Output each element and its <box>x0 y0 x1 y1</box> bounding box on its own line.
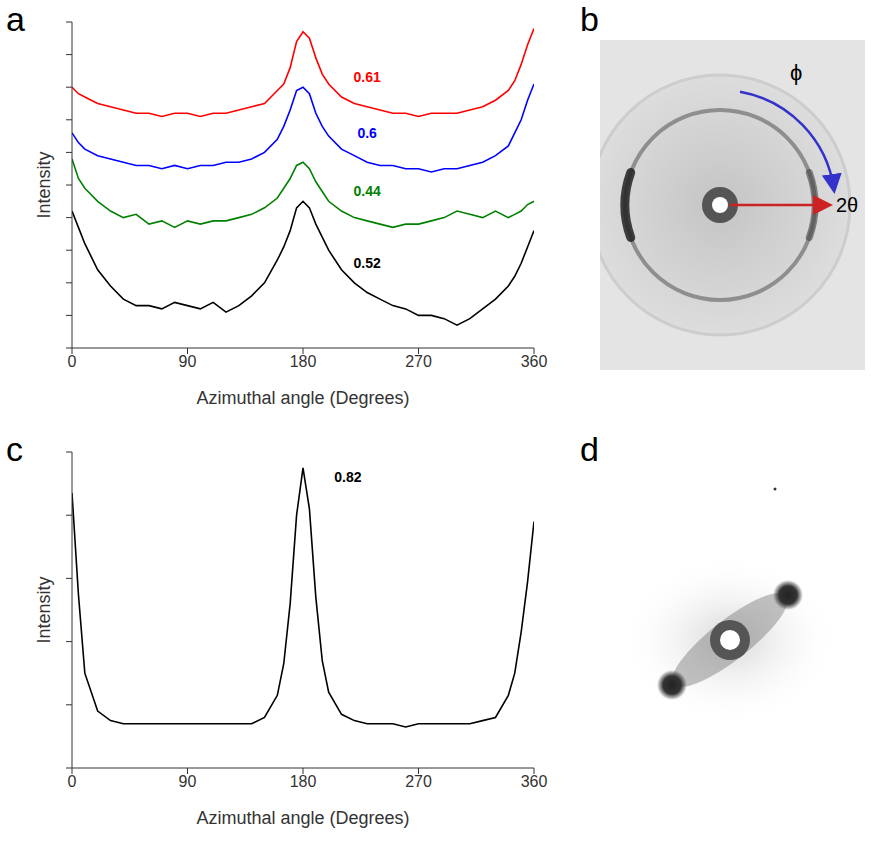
html-text:c: c <box>6 430 23 468</box>
svg-text:0.6: 0.6 <box>357 125 377 141</box>
svg-text:90: 90 <box>179 773 197 790</box>
svg-text:ϕ: ϕ <box>790 60 802 85</box>
svg-text:Intensity: Intensity <box>34 576 54 643</box>
svg-text:360: 360 <box>521 353 548 370</box>
html-text:d: d <box>580 430 599 468</box>
html-text:a: a <box>6 0 25 38</box>
svg-text:0.44: 0.44 <box>354 183 381 199</box>
svg-text:0.61: 0.61 <box>354 69 381 85</box>
svg-text:2θ: 2θ <box>836 194 858 216</box>
svg-text:360: 360 <box>521 773 548 790</box>
svg-text:270: 270 <box>405 353 432 370</box>
svg-text:180: 180 <box>290 773 317 790</box>
svg-text:Azimuthal angle (Degrees): Azimuthal angle (Degrees) <box>196 388 409 408</box>
svg-text:0.52: 0.52 <box>354 255 381 271</box>
svg-text:Intensity: Intensity <box>34 151 54 218</box>
svg-text:90: 90 <box>179 353 197 370</box>
svg-text:180: 180 <box>290 353 317 370</box>
svg-text:Azimuthal angle (Degrees): Azimuthal angle (Degrees) <box>196 808 409 828</box>
svg-text:270: 270 <box>405 773 432 790</box>
svg-text:0.82: 0.82 <box>334 469 361 485</box>
svg-text:0: 0 <box>68 773 77 790</box>
html-text:b: b <box>580 0 599 38</box>
svg-text:0: 0 <box>68 353 77 370</box>
